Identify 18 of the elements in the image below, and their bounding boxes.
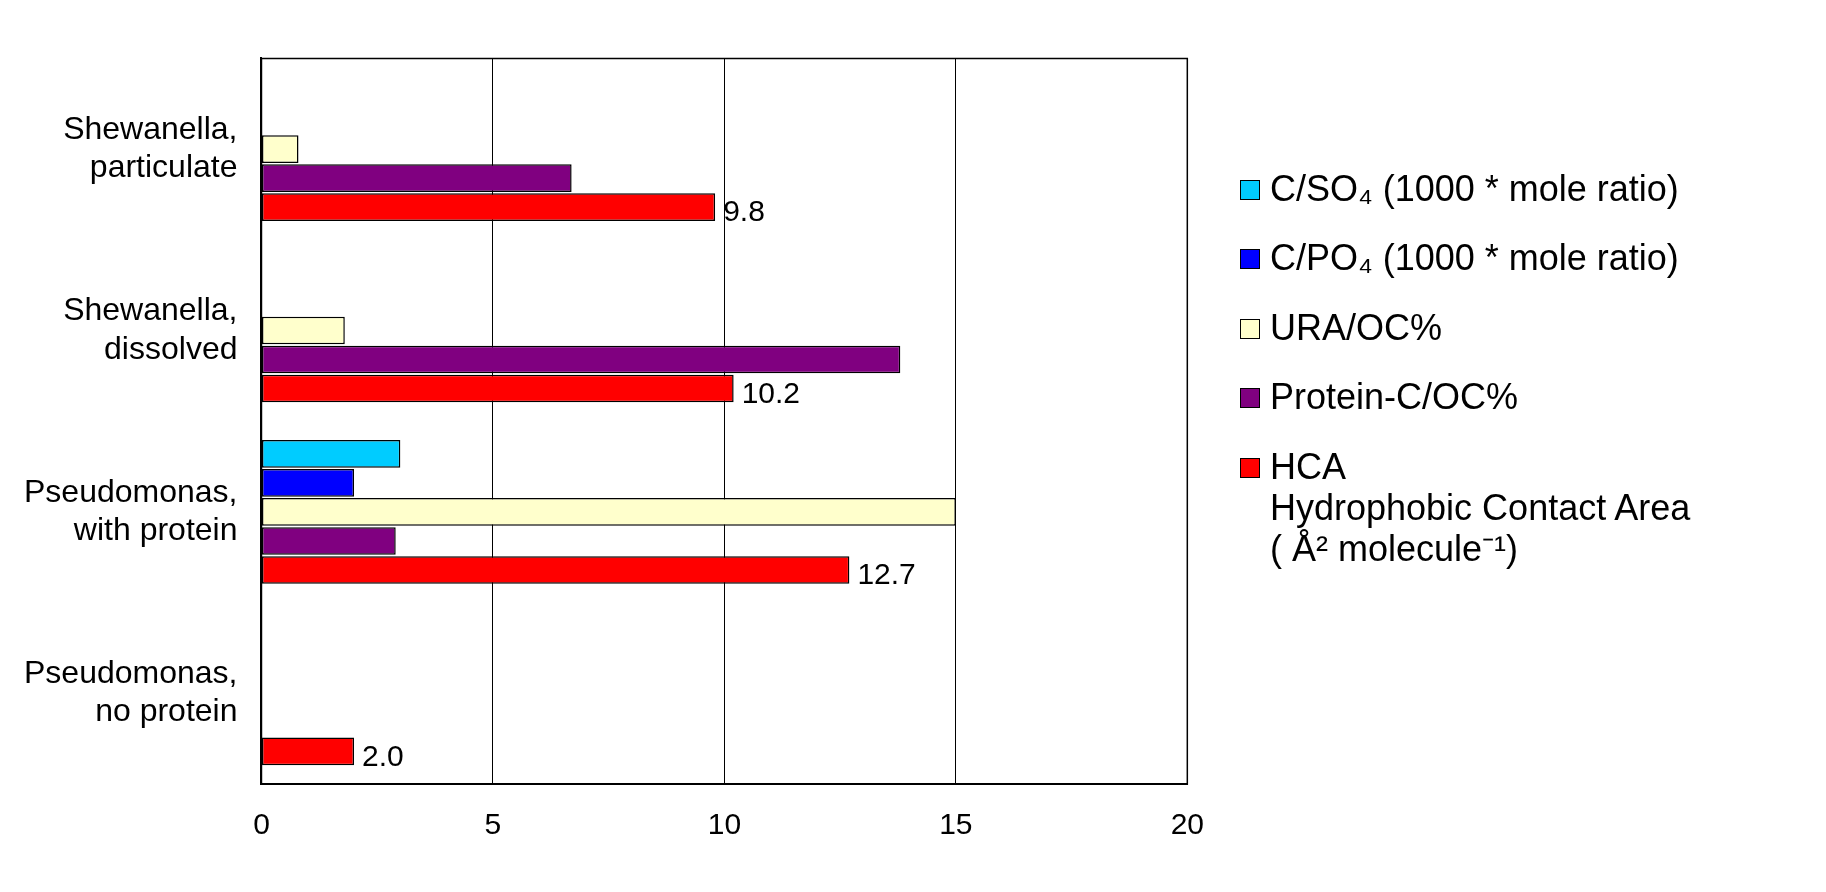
x-tick-label: 15 [939, 807, 973, 841]
data-label: 12.7 [857, 557, 916, 591]
legend-label: Protein-C/OC% [1270, 376, 1519, 418]
y-tick-label: Shewanella, particulate [63, 109, 238, 185]
data-label: 9.8 [723, 194, 765, 228]
legend-label: URA/OC% [1270, 306, 1443, 349]
y-tick-label: Shewanella, dissolved [63, 291, 238, 366]
x-tick-label: 5 [484, 807, 502, 841]
y-tick-label: Pseudomonas, no protein [24, 653, 238, 729]
data-label: 10.2 [741, 375, 801, 409]
x-tick-label: 20 [1170, 807, 1204, 841]
y-tick-label: Pseudomonas, with protein [24, 472, 238, 547]
x-tick-label: 10 [707, 807, 742, 841]
legend-label: C/SO₄ (1000 * mole ratio) [1270, 168, 1679, 210]
data-label: 2.0 [362, 738, 404, 772]
x-tick-label: 0 [253, 807, 270, 841]
legend-label: C/PO₄ (1000 * mole ratio) [1270, 237, 1679, 279]
legend-label: HCA Hydrophobic Contact Area ( Å² molecule⁻¹) [1270, 445, 1691, 570]
